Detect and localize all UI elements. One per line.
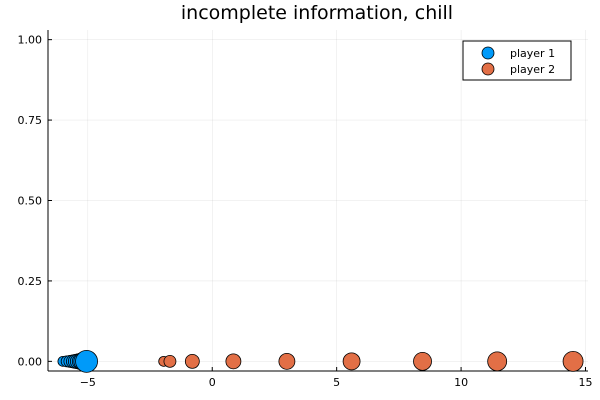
chart-title: incomplete information, chill bbox=[181, 2, 453, 24]
y-tick-label: 0.00 bbox=[18, 355, 43, 368]
point-series-2 bbox=[342, 352, 361, 371]
legend-marker-2 bbox=[481, 62, 495, 76]
legend-marker-1 bbox=[481, 46, 495, 60]
x-tick-label: 0 bbox=[209, 376, 216, 389]
x-tick-label: 15 bbox=[579, 376, 593, 389]
legend-label-1: player 1 bbox=[510, 47, 555, 60]
point-series-2 bbox=[413, 351, 432, 371]
y-tick-label: 0.50 bbox=[18, 195, 43, 208]
point-series-2 bbox=[225, 353, 242, 370]
grid bbox=[48, 30, 588, 371]
point-series-2 bbox=[487, 351, 508, 372]
point-series-1 bbox=[75, 349, 98, 373]
point-series-2 bbox=[184, 353, 200, 369]
x-tick-label: 10 bbox=[454, 376, 468, 389]
x-tick-label: −5 bbox=[80, 376, 96, 389]
x-tick-label: 5 bbox=[333, 376, 340, 389]
legend: player 1 player 2 bbox=[462, 40, 572, 81]
legend-box bbox=[462, 40, 572, 81]
y-tick-label: 0.25 bbox=[18, 275, 43, 288]
legend-label-2: player 2 bbox=[510, 63, 555, 76]
point-series-2 bbox=[278, 352, 296, 370]
point-series-2 bbox=[562, 350, 584, 372]
point-series-2 bbox=[163, 354, 177, 368]
y-tick-label: 1.00 bbox=[18, 34, 43, 47]
tick-labels: −5 0 5 10 15 0.00 0.25 0.50 0.75 1.00 bbox=[18, 34, 593, 389]
y-tick-label: 0.75 bbox=[18, 114, 43, 127]
data-points bbox=[57, 349, 584, 373]
